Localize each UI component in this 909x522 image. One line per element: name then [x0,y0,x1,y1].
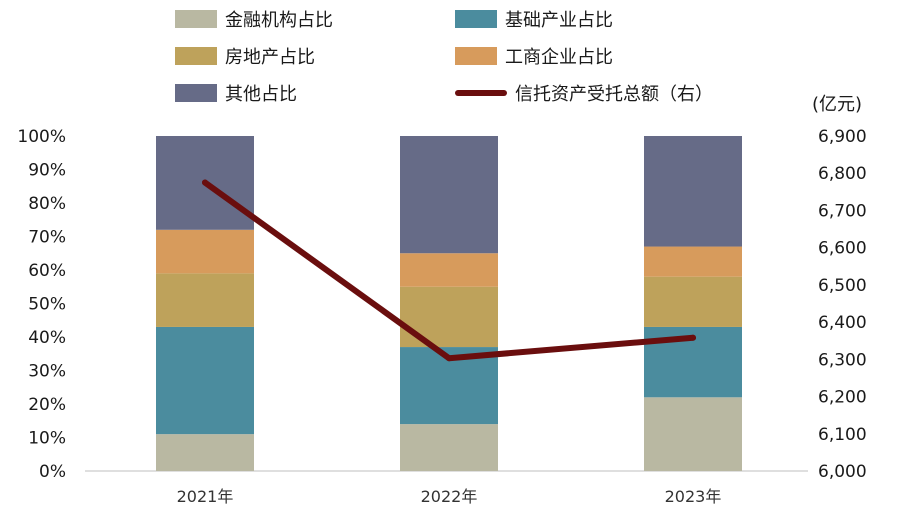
right-tick-label: 6,900 [818,127,867,147]
right-tick-label: 6,700 [818,201,867,221]
x-tick-label: 2023年 [665,487,722,506]
bar-segment-0-2 [156,273,254,327]
bar-segment-0-3 [156,229,254,274]
bar-segment-2-2 [644,276,742,327]
left-tick-label: 90% [28,161,66,181]
right-tick-label: 6,400 [818,313,867,333]
left-tick-label: 70% [28,228,66,248]
left-tick-label: 80% [28,194,66,214]
left-tick-label: 100% [17,127,66,147]
legend-item-infrastructure: 基础产业占比 [455,7,613,31]
x-tick-label: 2021年 [177,487,234,506]
left-tick-label: 40% [28,328,66,348]
legend-swatch-other [175,84,217,102]
bar-segment-0-0 [156,434,254,471]
x-tick-label: 2022年 [421,487,478,506]
legend-line-trust-total [455,90,507,96]
legend-swatch-financial [175,10,217,28]
right-tick-label: 6,500 [818,276,867,296]
legend-item-trust-total: 信托资产受托总额（右） [455,81,713,105]
bar-segment-2-4 [644,136,742,247]
legend-label-industrial: 工商企业占比 [505,47,613,68]
left-tick-label: 0% [39,462,66,482]
right-tick-label: 6,800 [818,164,867,184]
legend: 金融机构占比 基础产业占比 房地产占比 工商企业占比 其他占比 信托资产受托总额… [0,0,909,110]
legend-swatch-industrial [455,47,497,65]
legend-label-financial: 金融机构占比 [225,10,333,31]
line-point [202,179,208,186]
bar-segment-2-3 [644,246,742,277]
right-tick-label: 6,600 [818,239,867,259]
legend-swatch-infrastructure [455,10,497,28]
legend-item-other: 其他占比 [175,81,297,105]
left-tick-label: 20% [28,395,66,415]
left-tick-label: 60% [28,261,66,281]
right-tick-label: 6,100 [818,425,867,445]
bar-segment-1-4 [400,136,498,254]
right-axis-unit: (亿元) [812,94,863,115]
line-point [446,355,452,362]
legend-label-trust-total: 信托资产受托总额（右） [515,84,713,105]
bar-segment-1-2 [400,286,498,348]
legend-item-financial: 金融机构占比 [175,7,333,31]
legend-item-industrial: 工商企业占比 [455,44,613,68]
legend-label-other: 其他占比 [225,84,297,105]
bar-segment-2-0 [644,397,742,471]
right-tick-label: 6,200 [818,388,867,408]
legend-item-real-estate: 房地产占比 [175,44,315,68]
left-tick-label: 50% [28,295,66,315]
right-tick-label: 6,300 [818,350,867,370]
line-point [690,334,696,341]
legend-swatch-real-estate [175,47,217,65]
right-tick-label: 6,000 [818,462,867,482]
bar-segment-1-0 [400,424,498,471]
bar-segment-1-3 [400,253,498,287]
bar-segment-0-1 [156,326,254,435]
legend-label-infrastructure: 基础产业占比 [505,10,613,31]
legend-label-real-estate: 房地产占比 [225,47,315,68]
left-tick-label: 30% [28,362,66,382]
left-tick-label: 10% [28,429,66,449]
